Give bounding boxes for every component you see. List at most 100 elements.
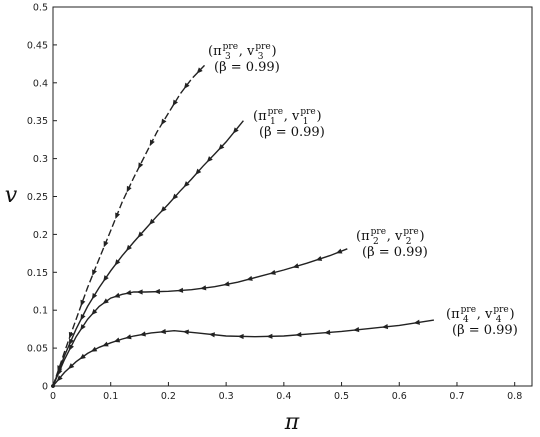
direction-arrow <box>91 292 98 300</box>
direction-arrow <box>381 324 389 330</box>
direction-arrow <box>315 255 323 261</box>
end-point-label: (πpre 4, vpre 4) <box>446 305 515 325</box>
direction-arrow <box>413 319 420 325</box>
y-tick-label: 0.5 <box>33 3 48 14</box>
direction-arrow <box>136 289 143 295</box>
series-layer <box>51 63 435 388</box>
direction-arrow <box>137 231 144 238</box>
y-tick-label: 0.1 <box>33 306 48 317</box>
y-tick-label: 0.3 <box>33 154 48 165</box>
direction-arrow <box>56 375 63 382</box>
direction-arrow <box>182 329 189 335</box>
end-point-label: (πpre 3, vpre 3) <box>208 42 277 62</box>
direction-arrow <box>200 285 207 291</box>
direction-arrow <box>195 168 202 175</box>
beta-label: (β = 0.99) <box>452 323 518 338</box>
x-axis-ticks: 0 0.1 0.2 0.3 0.4 0.5 0.6 0.7 0.8 <box>50 382 522 402</box>
direction-arrow <box>113 292 121 298</box>
x-axis-title: π <box>284 410 300 435</box>
direction-arrow <box>177 287 184 293</box>
direction-arrow <box>102 298 109 304</box>
series-line-4 <box>52 319 435 387</box>
annotation-layer: (πpre 3, vpre 3)(β = 0.99)(πpre 1, vpre 1)(β… <box>208 42 518 338</box>
direction-arrow <box>138 162 144 169</box>
direction-arrow <box>80 313 86 321</box>
direction-arrow <box>183 82 190 89</box>
direction-arrow <box>68 363 75 370</box>
origin-point <box>51 384 55 388</box>
direction-arrow <box>172 99 178 107</box>
direction-arrow <box>115 212 121 219</box>
y-axis-ticks: 0 0.05 0.1 0.15 0.2 0.25 0.3 0.35 0.4 0.45 0.5 <box>27 3 57 393</box>
series-end-label-4: (πpre 4, vpre 4)(β = 0.99) <box>446 305 518 338</box>
x-tick-label: 0.6 <box>392 391 407 402</box>
y-tick-label: 0.45 <box>27 40 48 51</box>
direction-arrow <box>292 263 300 269</box>
series-end-label-1: (πpre 3, vpre 3)(β = 0.99) <box>208 42 280 75</box>
direction-arrow <box>80 324 86 331</box>
y-tick-label: 0 <box>42 382 48 393</box>
direction-arrow <box>218 144 225 151</box>
direction-arrow <box>232 127 239 134</box>
beta-label: (β = 0.99) <box>362 245 428 260</box>
direction-arrow <box>149 218 156 225</box>
x-tick-label: 0.2 <box>161 391 176 402</box>
direction-arrow <box>160 206 167 213</box>
direction-arrow <box>102 341 109 347</box>
y-tick-label: 0.35 <box>27 116 48 127</box>
direction-arrow <box>172 193 179 200</box>
x-tick-label: 0.8 <box>507 391 522 402</box>
y-axis-title: v <box>5 183 18 208</box>
y-tick-label: 0.4 <box>33 78 48 89</box>
direction-arrow <box>266 333 273 339</box>
direction-arrow <box>353 327 360 333</box>
direction-arrow <box>295 331 302 338</box>
direction-arrow <box>139 331 146 337</box>
x-tick-label: 0.4 <box>276 391 291 402</box>
end-point-label: (πpre 2, vpre 2) <box>356 227 425 247</box>
direction-arrow <box>196 67 203 74</box>
series-line-2 <box>52 120 244 387</box>
direction-arrow <box>103 275 109 282</box>
direction-arrow <box>324 329 331 335</box>
direction-arrow <box>103 240 109 248</box>
x-tick-label: 0.5 <box>334 391 349 402</box>
direction-arrow <box>125 334 132 340</box>
series-line-3 <box>52 248 348 387</box>
x-tick-label: 0.7 <box>449 391 464 402</box>
y-tick-label: 0.2 <box>33 230 48 241</box>
y-tick-label: 0.15 <box>27 268 48 279</box>
direction-arrow <box>183 181 190 188</box>
y-tick-label: 0.05 <box>27 344 48 355</box>
direction-arrow <box>335 248 343 254</box>
direction-arrow <box>237 333 244 340</box>
direction-arrow <box>159 328 166 335</box>
direction-arrow <box>269 269 276 275</box>
direction-arrow <box>161 118 167 126</box>
beta-label: (β = 0.99) <box>259 125 325 140</box>
direction-arrow <box>149 139 155 147</box>
direction-arrow <box>68 344 74 351</box>
series-end-label-3: (πpre 2, vpre 2)(β = 0.99) <box>356 227 428 260</box>
y-tick-label: 0.25 <box>27 192 48 203</box>
end-point-label: (πpre 1, vpre 1) <box>253 107 322 127</box>
direction-arrow <box>126 185 132 193</box>
direction-arrow <box>126 244 132 252</box>
x-tick-label: 0 <box>50 391 56 402</box>
direction-arrow <box>92 269 97 276</box>
direction-arrow <box>206 156 213 163</box>
direction-arrow <box>153 288 160 295</box>
direction-arrow <box>90 346 98 352</box>
beta-label: (β = 0.99) <box>214 60 280 75</box>
direction-arrow <box>57 368 63 376</box>
direction-arrow <box>223 281 230 287</box>
direction-arrow <box>79 353 86 360</box>
direction-arrow <box>208 332 215 338</box>
direction-arrow <box>113 337 121 343</box>
direction-arrow <box>68 331 74 339</box>
series-end-label-2: (πpre 1, vpre 1)(β = 0.99) <box>253 107 325 140</box>
direction-arrow <box>80 299 86 307</box>
direction-arrow <box>69 338 74 346</box>
direction-arrow <box>125 289 132 296</box>
